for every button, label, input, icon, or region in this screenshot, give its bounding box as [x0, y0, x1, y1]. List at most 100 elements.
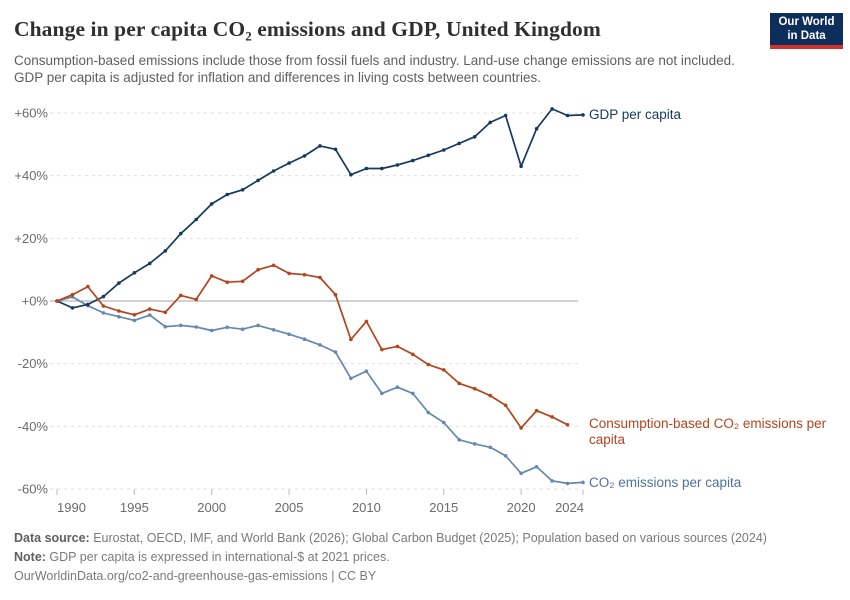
co-emissions-per-capita-point-2017 — [472, 442, 477, 446]
owid-logo-line2: in Data — [787, 30, 826, 42]
consumption-based-co-emissions-per-capita-point-2016 — [457, 381, 462, 386]
x-tick-label-2020: 2020 — [507, 500, 536, 515]
co-emissions-per-capita-point-2019 — [503, 454, 508, 458]
data-source-text: Eurostat, OECD, IMF, and World Bank (202… — [89, 531, 767, 545]
consumption-based-co-emissions-per-capita-point-2002 — [240, 279, 245, 284]
gdp-per-capita-point-2017 — [472, 135, 477, 139]
consumption-based-co-emissions-per-capita-point-1995 — [132, 313, 137, 317]
co-emissions-per-capita-point-1993 — [101, 311, 106, 315]
co-emissions-per-capita-point-1995 — [132, 318, 137, 323]
note-label: Note: — [14, 550, 46, 564]
co-emissions-per-capita-point-2018 — [488, 445, 493, 450]
gdp-per-capita-point-2004 — [271, 169, 276, 173]
gdp-per-capita-point-2018 — [488, 120, 493, 125]
chart-subtitle: Consumption-based emissions include thos… — [14, 53, 735, 85]
gdp-per-capita-point-2007 — [318, 144, 322, 148]
co-emissions-per-capita-point-2008 — [333, 350, 338, 354]
consumption-based-co-emissions-per-capita-point-2012 — [395, 344, 400, 349]
gdp-per-capita-point-1996 — [148, 261, 152, 266]
owid-url[interactable]: OurWorldinData.org/co2-and-greenhouse-ga… — [14, 569, 328, 583]
co-emissions-per-capita-point-1994 — [117, 314, 121, 319]
co-emissions-per-capita-point-2012 — [395, 385, 400, 390]
x-tick-label-2015: 2015 — [429, 500, 458, 515]
co-emissions-per-capita-point-1996 — [148, 313, 152, 317]
consumption-based-co-emissions-per-capita-point-2020 — [519, 426, 523, 430]
co-emissions-per-capita-point-1997 — [163, 324, 168, 329]
gdp-per-capita-point-2019 — [503, 113, 508, 118]
y-tick-label--40: -40% — [18, 419, 49, 434]
gdp-per-capita-point-1997 — [163, 249, 168, 253]
gdp-per-capita-point-2005 — [287, 161, 291, 165]
gdp-per-capita-point-2021 — [534, 126, 539, 131]
consumption-based-co-emissions-per-capita-point-2000 — [209, 274, 214, 278]
consumption-based-co-emissions-per-capita-point-1997 — [163, 310, 168, 315]
x-tick-label-1995: 1995 — [120, 500, 149, 515]
gdp-per-capita-point-2009 — [349, 172, 353, 177]
co-emissions-per-capita-point-2020 — [519, 471, 523, 476]
consumption-based-co-emissions-per-capita-point-2006 — [302, 272, 307, 277]
consumption-based-co-emissions-per-capita-point-2011 — [380, 347, 384, 352]
owid-url-line[interactable]: OurWorldinData.org/co2-and-greenhouse-ga… — [14, 567, 834, 586]
co-emissions-per-capita-point-2010 — [364, 369, 369, 374]
consumption-based-co-emissions-per-capita-point-2019 — [503, 403, 508, 408]
y-tick-label-60: +60% — [14, 106, 48, 121]
x-tick-label-1990: 1990 — [57, 500, 86, 515]
consumption-based-co-emissions-per-capita-point-1992 — [86, 284, 90, 289]
consumption-based-co-emissions-per-capita-point-2008 — [333, 292, 338, 297]
y-tick-label--20: -20% — [18, 356, 49, 371]
gdp-per-capita-point-1998 — [179, 231, 183, 236]
co-emissions-per-capita-point-1999 — [194, 325, 198, 329]
chart-footer: Data source: Eurostat, OECD, IMF, and Wo… — [14, 529, 834, 586]
gdp-per-capita-point-1991 — [70, 306, 75, 310]
note-line: Note: GDP per capita is expressed in int… — [14, 548, 834, 567]
owid-logo-line1: Our World — [778, 16, 835, 28]
co-emissions-per-capita-point-2000 — [209, 328, 214, 333]
gdp-per-capita-point-2011 — [380, 166, 384, 171]
gdp-per-capita-point-2016 — [457, 141, 462, 146]
gdp-per-capita-point-2013 — [411, 158, 415, 163]
consumption-based-co-emissions-per-capita-line[interactable] — [56, 264, 569, 429]
consumption-based-co-emissions-per-capita-point-1998 — [179, 293, 183, 298]
y-tick-label-40: +40% — [14, 168, 48, 183]
gdp-per-capita-point-2006 — [302, 154, 307, 158]
gdp-per-capita-point-1992 — [86, 302, 90, 307]
consumption-based-co-emissions-per-capita-point-1991 — [70, 292, 75, 297]
co-emissions-per-capita-point-2013 — [411, 391, 415, 396]
gdp-per-capita-point-2002 — [240, 188, 245, 192]
consumption-based-co-emissions-per-capita-point-1996 — [148, 307, 152, 311]
co-emissions-per-capita-point-2021 — [534, 465, 539, 469]
data-source-label: Data source: — [14, 531, 90, 545]
x-tick-label-2005: 2005 — [275, 500, 304, 515]
gdp-per-capita-point-2023 — [565, 113, 570, 118]
gdp-per-capita-point-2014 — [426, 153, 431, 158]
gdp-per-capita-point-1993 — [101, 294, 106, 299]
co-emissions-per-capita-point-2002 — [240, 327, 245, 332]
co-emissions-per-capita-point-2011 — [380, 391, 384, 396]
gdp-per-capita-point-2003 — [256, 178, 260, 183]
note-text: GDP per capita is expressed in internati… — [45, 550, 390, 564]
series-label-consumption-co2[interactable]: Consumption-based CO₂ emissions per capi… — [589, 416, 827, 447]
series-label-co2[interactable]: CO₂ emissions per capita — [589, 475, 742, 490]
consumption-based-co-emissions-per-capita-point-2005 — [287, 271, 291, 276]
owid-logo[interactable]: Our World in Data — [770, 13, 843, 49]
consumption-based-co-emissions-per-capita-point-2021 — [534, 408, 539, 413]
consumption-based-co-emissions-per-capita-point-1999 — [194, 297, 198, 302]
gdp-per-capita-point-2001 — [225, 192, 229, 197]
co-emissions-per-capita-point-2023 — [565, 481, 570, 486]
gdp-per-capita-point-1995 — [132, 271, 137, 275]
y-tick-label-20: +20% — [14, 231, 48, 246]
co-emissions-per-capita-point-2006 — [302, 337, 307, 342]
consumption-based-co-emissions-per-capita-point-2018 — [488, 393, 493, 398]
co-emissions-per-capita-point-2003 — [256, 323, 260, 328]
gdp-per-capita-point-2020 — [519, 164, 523, 169]
consumption-based-co-emissions-per-capita-point-1990 — [55, 299, 59, 303]
data-source-line: Data source: Eurostat, OECD, IMF, and Wo… — [14, 529, 834, 548]
license-badge: | CC BY — [327, 569, 377, 583]
consumption-based-co-emissions-per-capita-point-2015 — [442, 368, 446, 372]
consumption-based-co-emissions-per-capita-point-1993 — [101, 304, 106, 308]
series-label-gdp[interactable]: GDP per capita — [589, 107, 682, 122]
gdp-per-capita-point-1994 — [117, 281, 121, 285]
co-emissions-per-capita-point-2014 — [426, 410, 431, 415]
gdp-per-capita-point-2012 — [395, 163, 400, 167]
gdp-per-capita-point-2000 — [209, 202, 214, 206]
